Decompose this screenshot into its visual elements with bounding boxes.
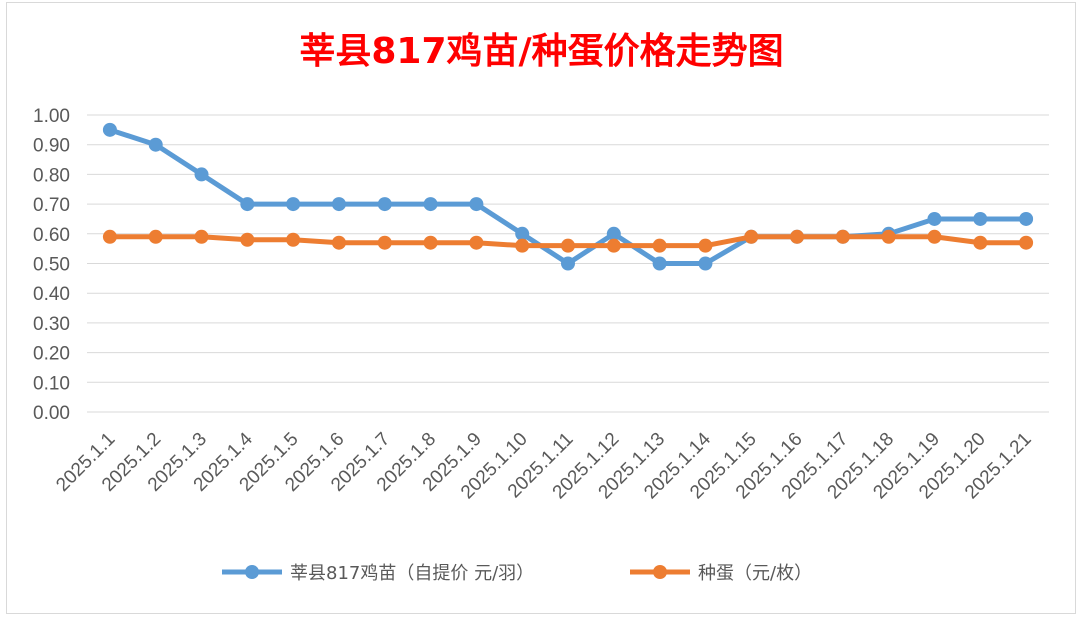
data-point xyxy=(102,122,117,137)
data-point xyxy=(1019,211,1034,226)
data-point xyxy=(698,238,713,253)
y-tick-label: 1.00 xyxy=(33,106,70,127)
data-point xyxy=(331,197,346,212)
legend-item: 种蛋（元/枚） xyxy=(630,563,812,584)
data-point xyxy=(881,229,896,244)
legend-marker xyxy=(653,565,667,579)
data-point xyxy=(286,232,301,247)
series-lines xyxy=(102,122,1034,271)
data-point xyxy=(515,238,530,253)
legend-label: 莘县817鸡苗（自提价 元/羽） xyxy=(290,563,534,584)
data-point xyxy=(377,197,392,212)
legend-item: 莘县817鸡苗（自提价 元/羽） xyxy=(222,563,534,584)
y-tick-label: 0.40 xyxy=(33,284,70,305)
chart-title: 莘县817鸡苗/种蛋价格走势图 xyxy=(299,31,784,72)
data-point xyxy=(652,238,667,253)
data-point xyxy=(469,235,484,250)
data-point xyxy=(652,256,667,271)
data-point xyxy=(973,235,988,250)
data-point xyxy=(148,137,163,152)
y-tick-label: 0.50 xyxy=(33,255,70,276)
legend-marker xyxy=(245,565,259,579)
data-point xyxy=(973,211,988,226)
data-point xyxy=(1019,235,1034,250)
y-tick-label: 0.60 xyxy=(33,225,70,246)
data-point xyxy=(606,238,621,253)
data-point xyxy=(286,197,301,212)
data-point xyxy=(698,256,713,271)
data-point xyxy=(927,211,942,226)
data-point xyxy=(561,238,575,253)
y-tick-label: 0.30 xyxy=(33,314,70,335)
x-axis-ticks: 2025.1.12025.1.22025.1.32025.1.42025.1.5… xyxy=(52,428,1035,503)
series-2 xyxy=(102,229,1034,253)
data-point xyxy=(744,229,759,244)
data-point xyxy=(835,229,850,244)
data-point xyxy=(561,256,575,271)
y-axis-ticks: 0.00 0.10 0.20 0.30 0.40 0.50 0.60 0.70 0.80 0.90… xyxy=(33,106,70,424)
data-point xyxy=(194,167,209,182)
y-tick-label: 0.70 xyxy=(33,195,70,216)
data-point xyxy=(377,235,392,250)
data-point xyxy=(927,229,942,244)
data-point xyxy=(240,232,255,247)
legend-label: 种蛋（元/枚） xyxy=(698,563,812,584)
data-point xyxy=(240,197,255,212)
data-point xyxy=(423,235,438,250)
data-point xyxy=(331,235,346,250)
data-point xyxy=(423,197,438,212)
data-point xyxy=(469,197,484,212)
y-tick-label: 0.90 xyxy=(33,136,70,157)
legend: 莘县817鸡苗（自提价 元/羽） 种蛋（元/枚） xyxy=(222,563,812,584)
chart-frame xyxy=(6,2,1076,614)
data-point xyxy=(606,226,621,241)
y-tick-label: 0.20 xyxy=(33,344,70,365)
data-point xyxy=(515,226,530,241)
data-point xyxy=(194,229,209,244)
data-point xyxy=(790,229,805,244)
y-tick-label: 0.00 xyxy=(33,403,70,424)
y-tick-label: 0.80 xyxy=(33,165,70,186)
data-point xyxy=(102,229,117,244)
data-point xyxy=(148,229,163,244)
y-tick-label: 0.10 xyxy=(33,373,70,394)
